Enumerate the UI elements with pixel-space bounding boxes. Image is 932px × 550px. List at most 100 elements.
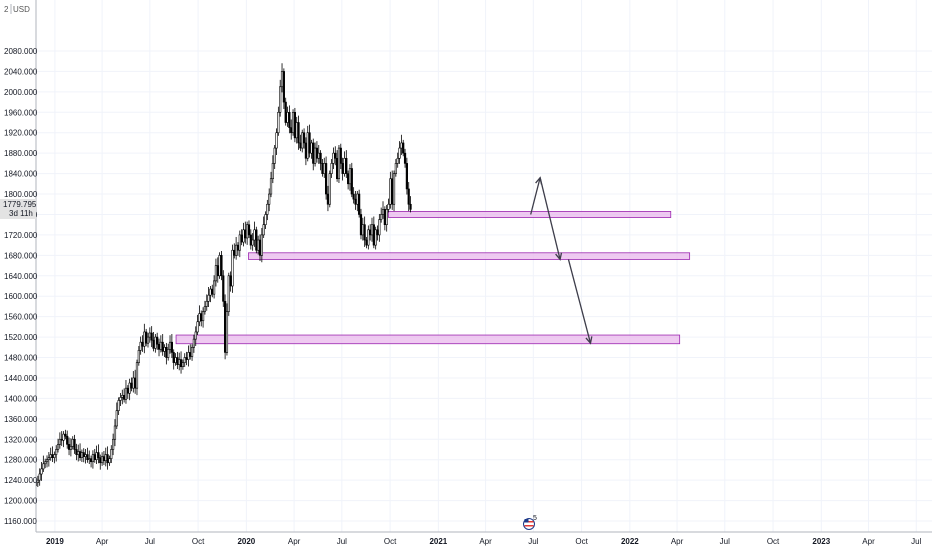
candle-body (172, 352, 175, 363)
candle-body (183, 357, 186, 363)
candle-body (310, 142, 313, 154)
candle-body (372, 224, 375, 246)
candle-body (220, 255, 223, 277)
candle-body (392, 173, 396, 205)
candle-body (82, 452, 85, 457)
candle-body (216, 265, 219, 277)
candle-body (56, 444, 60, 450)
candle-body (389, 178, 392, 205)
support-zone[interactable] (175, 334, 681, 345)
candle-body (279, 86, 282, 113)
candle-body (198, 313, 201, 323)
candle-body (246, 224, 249, 239)
price-axis-background (0, 0, 36, 532)
y-tick-label: 1640.000 (4, 272, 38, 281)
candle-body (91, 454, 95, 463)
candle-body (385, 209, 388, 225)
candle-body (284, 101, 287, 123)
candle-body (66, 435, 69, 445)
x-tick-label: Oct (384, 537, 397, 546)
x-tick-label: 2021 (429, 537, 447, 546)
candle-body (80, 452, 84, 458)
candle-body (381, 209, 385, 215)
candle-body (369, 229, 372, 236)
candle-body (104, 454, 107, 462)
y-tick-label: 1400.000 (4, 394, 38, 403)
candle-body (71, 438, 74, 447)
candle-body (121, 395, 124, 398)
candle-body (224, 301, 227, 353)
x-tick-label: Apr (288, 537, 301, 546)
candle-body (141, 341, 144, 347)
time-axis[interactable]: 2019 Apr Jul Oct 2020 Apr Jul Oct 2021 Apr Jul Oct 2… (0, 531, 932, 550)
candle-body (187, 352, 190, 360)
candle-body (348, 168, 352, 185)
support-zone[interactable] (248, 252, 691, 260)
candle-body (167, 349, 170, 358)
candle-body (89, 458, 93, 463)
y-tick-label: 1240.000 (4, 476, 38, 485)
candle-body (165, 347, 168, 358)
candle-body (67, 444, 71, 450)
candle-body (110, 449, 113, 459)
x-tick-label: 2020 (237, 537, 255, 546)
candle-body (100, 456, 104, 464)
candle-body (73, 438, 76, 450)
candle-body (145, 331, 148, 344)
candle-body (306, 132, 309, 159)
candle-body (156, 336, 159, 345)
candle-body (304, 142, 308, 159)
candle-body (222, 275, 225, 302)
candle-body (282, 71, 285, 103)
candle-body (112, 438, 115, 450)
candle-body (47, 457, 50, 460)
candle-body (376, 229, 379, 236)
candle-body (58, 438, 61, 445)
event-badge-count: 5 (533, 515, 537, 522)
candle-body (123, 395, 126, 400)
candle-body (400, 142, 403, 149)
event-badge[interactable]: 5 (523, 515, 538, 530)
candle-body (181, 362, 184, 368)
y-tick-label: 2040.000 (4, 67, 38, 76)
flag-icon-stripe-bottom (524, 525, 534, 527)
candle-body (313, 147, 317, 164)
candle-body (62, 433, 65, 441)
candle-body (302, 132, 306, 144)
candle-body (341, 163, 344, 174)
candle-body (264, 214, 267, 225)
candle-body (119, 397, 122, 401)
candle-body (380, 214, 383, 220)
x-tick-label: Jul (528, 537, 538, 546)
candle-body (168, 341, 172, 350)
candle-body (328, 173, 331, 205)
candle-body (93, 454, 96, 460)
candle-body (189, 352, 192, 357)
scale-header: 2 USD (4, 4, 30, 14)
candle-body (106, 454, 109, 464)
x-tick-label: Jul (337, 537, 347, 546)
candle-body (286, 112, 289, 123)
candle-body (345, 157, 348, 174)
candle-body (135, 362, 139, 389)
candle-body (262, 224, 265, 236)
candle-body (176, 357, 179, 365)
candle-body (78, 451, 82, 458)
candle-body (323, 163, 326, 174)
support-zone[interactable] (388, 211, 672, 218)
candle-body (190, 347, 194, 357)
candle-body (209, 288, 212, 296)
candle-body (255, 229, 258, 251)
candle-body (84, 454, 87, 457)
candle-body (157, 343, 161, 350)
price-axis[interactable]: 1160.000 1200.000 1240.000 1280.000 1320.000… (0, 0, 38, 532)
candle-body (394, 163, 397, 174)
candle-body (301, 132, 304, 149)
candle-body (185, 357, 188, 360)
candle-body (288, 112, 291, 128)
candle-body (88, 458, 91, 460)
candle-body (273, 147, 276, 164)
candle-body (196, 321, 199, 333)
